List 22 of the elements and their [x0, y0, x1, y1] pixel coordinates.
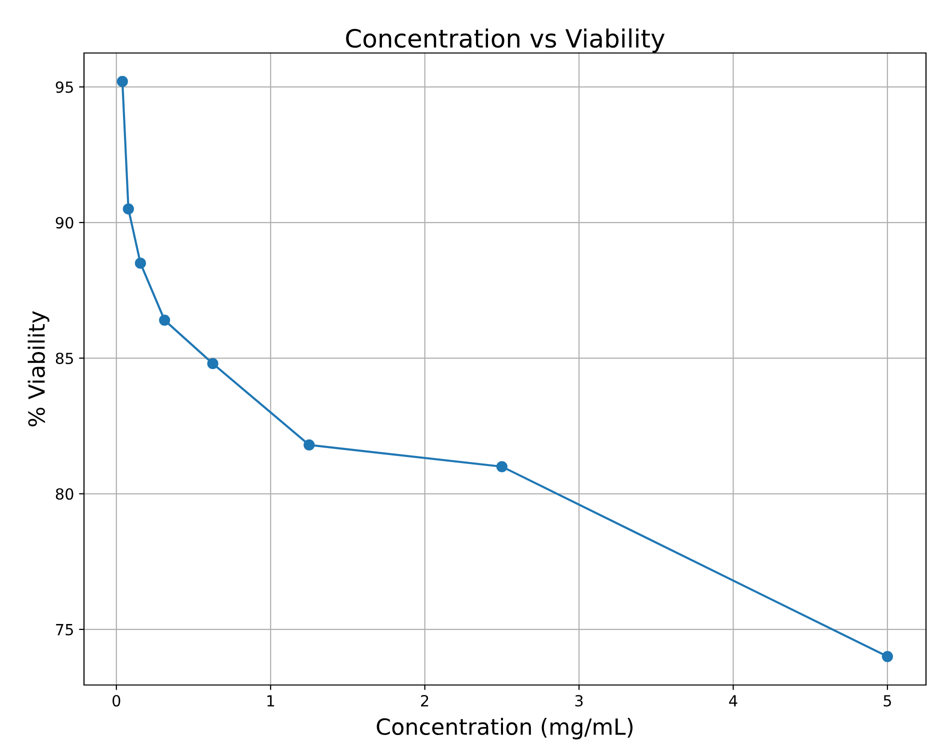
x-tick-label: 2: [421, 694, 428, 706]
x-axis-title: Concentration (mg/mL): [376, 718, 633, 740]
y-tick-label: 80: [56, 488, 74, 500]
y-tick-label: 85: [56, 352, 73, 364]
x-tick-label: 0: [112, 694, 120, 707]
x-tick-label: 4: [729, 695, 738, 706]
point: [207, 358, 218, 370]
y-tick-label: 90: [56, 216, 74, 229]
point: [304, 439, 315, 451]
y-tick-label: 95: [56, 81, 73, 93]
x-tick-label: 3: [575, 694, 583, 707]
point: [496, 461, 508, 472]
point: [882, 650, 894, 662]
y-tick-label: 75: [56, 624, 73, 636]
point: [122, 203, 134, 215]
point: [116, 76, 128, 88]
y-axis-title: % Viability: [28, 311, 50, 426]
point: [134, 258, 146, 269]
x-tick-label: 5: [884, 695, 891, 707]
x-tick-label: 1: [267, 695, 274, 706]
chart-title: Concentration vs Viability: [346, 28, 665, 53]
point: [159, 314, 170, 326]
